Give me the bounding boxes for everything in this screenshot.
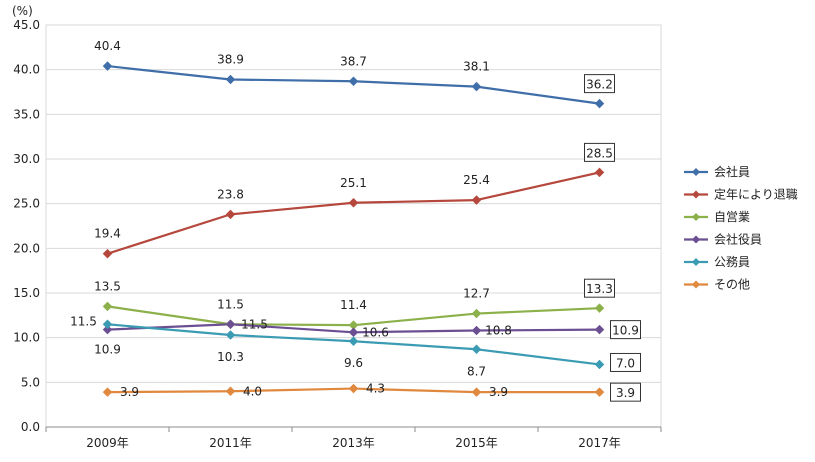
gridlines — [46, 24, 661, 383]
data-label: 10.6 — [362, 325, 389, 339]
data-point-marker — [225, 386, 236, 397]
data-point-marker — [225, 74, 236, 85]
data-point-marker — [102, 319, 113, 330]
legend-label: 公務員 — [714, 255, 750, 269]
x-axis — [45, 426, 662, 432]
y-tick-label: 40.0 — [13, 63, 40, 77]
x-tick-label: 2015年 — [455, 436, 498, 450]
data-label: 40.4 — [94, 39, 121, 53]
data-label: 11.5 — [70, 314, 97, 328]
data-label: 8.7 — [467, 364, 486, 378]
data-label: 11.4 — [340, 298, 367, 312]
series-markers — [102, 61, 605, 398]
legend-label: 定年により退職 — [714, 187, 798, 202]
data-label: 38.1 — [463, 60, 490, 74]
data-point-marker — [225, 330, 236, 340]
y-tick-label: 15.0 — [13, 286, 40, 300]
legend-swatch-marker — [692, 280, 700, 289]
data-label: 11.5 — [217, 297, 244, 311]
y-tick-label: 25.0 — [13, 197, 40, 211]
data-point-marker — [348, 336, 359, 347]
data-point-marker — [471, 195, 482, 205]
data-label: 3.9 — [120, 385, 139, 399]
data-point-marker — [471, 325, 482, 336]
data-point-marker — [348, 383, 359, 394]
data-point-marker — [102, 301, 113, 312]
legend-label: その他 — [714, 278, 750, 292]
y-tick-label: 30.0 — [13, 152, 40, 166]
data-label: 13.5 — [94, 279, 121, 293]
y-tick-label: 5.0 — [21, 375, 40, 389]
legend-label: 会社員 — [714, 164, 750, 179]
x-tick-label: 2013年 — [332, 436, 375, 450]
y-axis-unit: (%) — [12, 4, 33, 18]
data-labels: 40.4 38.9 38.7 38.1 36.2 19.4 23.8 25.1 25.4 28.5… — [70, 39, 641, 402]
data-label: 12.7 — [463, 287, 490, 301]
legend-swatch-marker — [692, 235, 700, 244]
data-label: 3.9 — [489, 385, 508, 399]
data-label: 3.9 — [616, 386, 635, 400]
data-point-marker — [594, 303, 605, 314]
data-point-marker — [471, 308, 482, 319]
x-tick-labels: 2009年 2011年 2013年 2015年 2017年 — [86, 436, 621, 450]
x-tick-label: 2011年 — [209, 436, 252, 450]
data-label: 25.4 — [463, 173, 490, 187]
data-label: 10.9 — [612, 324, 639, 338]
data-point-marker — [594, 324, 605, 335]
data-point-marker — [594, 387, 605, 398]
data-label: 4.3 — [366, 382, 385, 396]
data-label-box — [584, 74, 615, 94]
data-label: 10.9 — [94, 343, 121, 357]
y-tick-label: 10.0 — [13, 331, 40, 345]
data-label-box — [584, 278, 615, 298]
data-point-marker — [102, 248, 113, 259]
legend-swatch-marker — [692, 213, 700, 221]
legend-swatch-marker — [692, 258, 700, 266]
x-tick-label: 2017年 — [578, 436, 621, 450]
data-point-marker — [348, 197, 359, 208]
data-point-marker — [225, 319, 236, 330]
data-point-marker — [471, 344, 482, 355]
data-label: 10.8 — [485, 324, 512, 338]
data-point-marker — [102, 61, 113, 71]
data-label-box — [610, 352, 641, 372]
data-label: 28.5 — [586, 146, 613, 160]
data-point-marker — [471, 387, 482, 398]
data-label: 19.4 — [94, 227, 121, 241]
legend-label: 自営業 — [714, 210, 750, 224]
data-label: 9.6 — [344, 356, 363, 370]
legend-swatch-marker — [692, 168, 700, 176]
y-tick-label: 20.0 — [13, 241, 40, 255]
data-point-marker — [102, 387, 113, 398]
data-point-marker — [102, 324, 113, 335]
y-tick-label: 45.0 — [13, 18, 40, 32]
y-tick-labels: 0.0 5.0 10.0 15.0 20.0 25.0 30.0 35.0 40.0 45.0 — [13, 18, 40, 434]
legend-label: 会社役員 — [714, 232, 762, 247]
data-label: 11.5 — [241, 317, 268, 331]
data-label: 25.1 — [340, 176, 367, 190]
data-point-marker — [225, 209, 236, 220]
data-point-marker — [471, 81, 482, 92]
y-tick-label: 0.0 — [21, 420, 40, 434]
data-point-marker — [348, 76, 359, 87]
data-label-box — [584, 142, 615, 162]
data-label: 7.0 — [616, 356, 635, 370]
data-point-marker — [594, 167, 605, 178]
legend-swatch-marker — [692, 190, 700, 199]
x-tick-label: 2009年 — [86, 436, 129, 450]
data-point-marker — [594, 98, 605, 109]
y-tick-label: 35.0 — [13, 107, 40, 121]
data-label-box — [610, 320, 641, 340]
data-label: 23.8 — [217, 187, 244, 201]
data-label-box — [610, 382, 641, 402]
data-label: 4.0 — [243, 384, 262, 398]
data-label: 10.3 — [217, 350, 244, 364]
data-label: 38.7 — [340, 54, 367, 68]
data-label: 13.3 — [586, 282, 613, 296]
data-label: 38.9 — [217, 52, 244, 66]
data-label: 36.2 — [586, 78, 613, 92]
data-point-marker — [594, 359, 605, 370]
